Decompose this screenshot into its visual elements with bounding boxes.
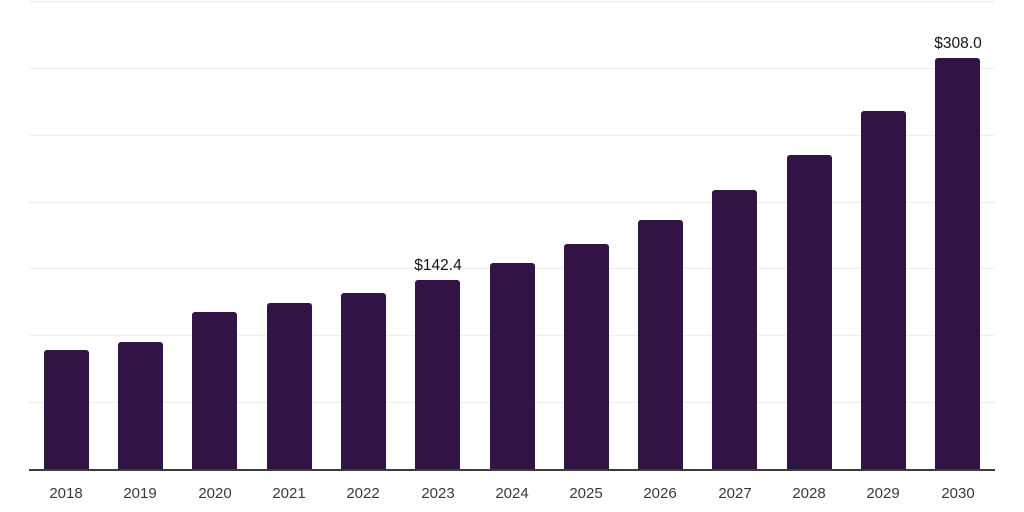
bar-2021: [267, 303, 312, 470]
x-tick-label-2020: 2020: [198, 485, 232, 502]
gridline: [29, 1, 995, 2]
bar-2025: [564, 244, 609, 470]
x-tick-label-2023: 2023: [421, 485, 455, 502]
x-axis-line: [29, 469, 995, 471]
x-tick-label-2022: 2022: [346, 485, 380, 502]
x-tick-label-2024: 2024: [495, 485, 529, 502]
bar-2020: [192, 312, 237, 470]
x-tick-label-2025: 2025: [569, 485, 603, 502]
x-tick-label-2029: 2029: [866, 485, 900, 502]
bar-2022: [341, 293, 386, 470]
x-tick-label-2030: 2030: [941, 485, 975, 502]
x-tick-label-2019: 2019: [123, 485, 157, 502]
x-tick-label-2027: 2027: [718, 485, 752, 502]
data-label-2030: $308.0: [934, 35, 982, 52]
gridline: [29, 201, 995, 203]
gridline: [29, 134, 995, 136]
bar-2027: [712, 190, 757, 470]
x-tick-label-2026: 2026: [643, 485, 677, 502]
bar-2019: [118, 342, 163, 470]
bar-2029: [861, 111, 906, 470]
bar-2018: [44, 350, 89, 470]
bar-2024: [490, 263, 535, 470]
bar-2023: [415, 280, 460, 470]
bar-2026: [638, 220, 683, 470]
data-label-2023: $142.4: [414, 257, 462, 274]
x-tick-label-2028: 2028: [792, 485, 826, 502]
x-tick-label-2018: 2018: [49, 485, 83, 502]
bar-2030: [935, 58, 980, 470]
bar-2028: [787, 155, 832, 470]
x-tick-label-2021: 2021: [272, 485, 306, 502]
gridline: [29, 67, 995, 69]
